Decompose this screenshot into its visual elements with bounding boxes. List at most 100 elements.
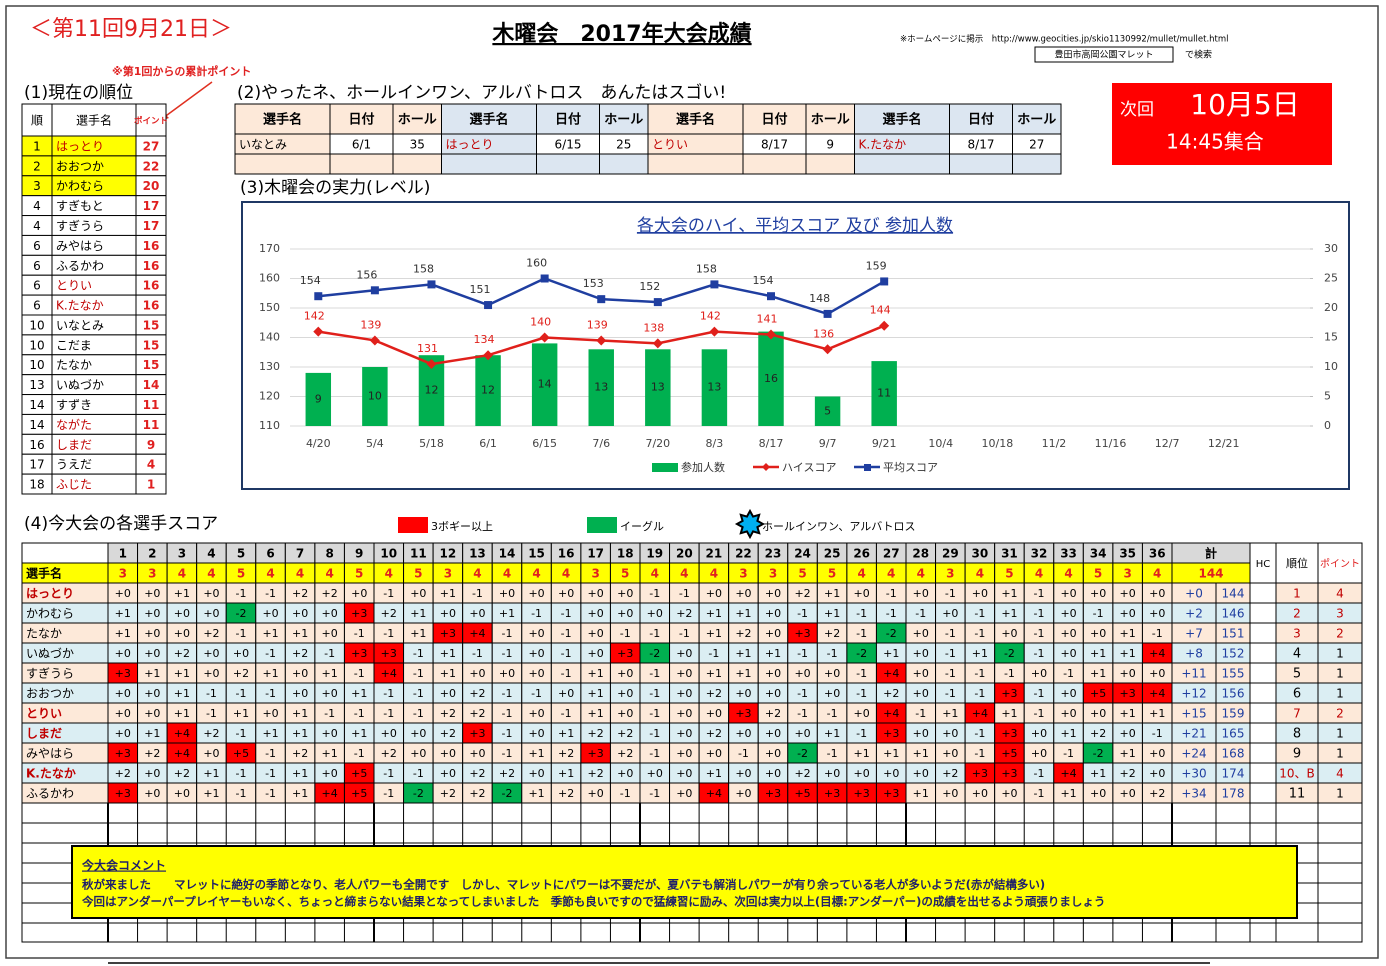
ranking-points: 16 bbox=[143, 259, 160, 273]
hole-score: -1 bbox=[354, 747, 365, 760]
hole-score: +0 bbox=[440, 687, 456, 700]
hc-bg bbox=[1249, 762, 1277, 784]
hole-score: -1 bbox=[413, 687, 424, 700]
hole-score: +0 bbox=[617, 667, 633, 680]
ranking-name: おおつか bbox=[56, 159, 104, 173]
hole-score: -1 bbox=[1034, 587, 1045, 600]
marker bbox=[767, 292, 775, 301]
hole-score: +0 bbox=[115, 707, 131, 720]
player-name: しまだ bbox=[26, 727, 62, 741]
hole-score: -1 bbox=[561, 627, 572, 640]
empty-cell-bg bbox=[1215, 822, 1251, 844]
hole-score: +4 bbox=[469, 627, 485, 640]
holeinone-header: 選手名 bbox=[676, 112, 715, 128]
hole-score: +1 bbox=[174, 687, 190, 700]
hole-score: -1 bbox=[738, 747, 749, 760]
hole-score: -1 bbox=[856, 607, 867, 620]
hole-score: +0 bbox=[913, 627, 929, 640]
ranking-rank: 14 bbox=[29, 418, 44, 432]
hole-score: -1 bbox=[502, 647, 513, 660]
hole-score: +0 bbox=[794, 727, 810, 740]
par: 3 bbox=[444, 567, 452, 581]
hole-score: +0 bbox=[824, 687, 840, 700]
par-total: 144 bbox=[1198, 567, 1223, 581]
hole-score: +0 bbox=[262, 707, 278, 720]
empty-cell-bg bbox=[1317, 842, 1363, 864]
hole-score: +4 bbox=[381, 667, 397, 680]
hole-score: +0 bbox=[588, 787, 604, 800]
hole-score: +1 bbox=[1060, 727, 1076, 740]
hole-score: +1 bbox=[440, 647, 456, 660]
search-suffix: で検索 bbox=[1185, 49, 1212, 61]
hole-score: -2 bbox=[886, 627, 897, 640]
hole-score: +4 bbox=[706, 787, 722, 800]
hole-score: +0 bbox=[676, 667, 692, 680]
hole-score: +0 bbox=[676, 747, 692, 760]
hole-number: 34 bbox=[1090, 547, 1107, 561]
score-total: 146 bbox=[1222, 607, 1245, 621]
hole-score: +1 bbox=[262, 667, 278, 680]
marker bbox=[823, 309, 832, 318]
hole-score: -1 bbox=[383, 627, 394, 640]
legend-swatch bbox=[652, 463, 678, 472]
hole-score: -1 bbox=[915, 707, 926, 720]
hole-number: 24 bbox=[794, 547, 811, 561]
ranking-name: いなとみ bbox=[56, 318, 104, 332]
ranking-rank: 13 bbox=[29, 378, 44, 392]
hole-score: -1 bbox=[324, 707, 335, 720]
player-rank: 1 bbox=[1293, 587, 1301, 601]
hole-score: -1 bbox=[1034, 647, 1045, 660]
empty-cell-bg bbox=[1275, 922, 1319, 943]
hole-score: -1 bbox=[1004, 667, 1015, 680]
hole-score: +1 bbox=[824, 587, 840, 600]
empty-cell-bg bbox=[1171, 802, 1217, 824]
hole-score: +0 bbox=[292, 607, 308, 620]
y-tick-label: 170 bbox=[259, 242, 280, 255]
hole-score: +0 bbox=[174, 787, 190, 800]
hole-score: +0 bbox=[144, 607, 160, 620]
hole-score: -1 bbox=[945, 687, 956, 700]
hole-score: +0 bbox=[144, 587, 160, 600]
holeinone-header: 日付 bbox=[555, 112, 581, 128]
ranking-points: 15 bbox=[143, 358, 160, 372]
hole-score: +0 bbox=[1149, 767, 1165, 780]
hole-score: +1 bbox=[588, 687, 604, 700]
hole-score: +0 bbox=[735, 587, 751, 600]
hole-score: +0 bbox=[706, 587, 722, 600]
hole-score: +2 bbox=[381, 607, 397, 620]
score-total: 151 bbox=[1222, 627, 1245, 641]
bar bbox=[475, 355, 501, 426]
hole-score: +4 bbox=[883, 667, 899, 680]
legend-label: 3ボギー以上 bbox=[431, 520, 493, 533]
score-total: 156 bbox=[1222, 687, 1245, 701]
ranking-points: 27 bbox=[143, 139, 160, 153]
player-rank: 5 bbox=[1293, 667, 1301, 682]
ranking-name: かわむら bbox=[56, 179, 104, 193]
hole-score: +1 bbox=[824, 727, 840, 740]
hole-score: -1 bbox=[472, 647, 483, 660]
hole-score: +0 bbox=[942, 727, 958, 740]
hole-score: +1 bbox=[410, 607, 426, 620]
hole-score: -1 bbox=[649, 727, 660, 740]
hole-score: +0 bbox=[735, 727, 751, 740]
x-tick-label: 6/15 bbox=[532, 437, 557, 450]
hole-score: +2 bbox=[617, 727, 633, 740]
ranking-rank: 10 bbox=[29, 338, 44, 352]
hole-score: +0 bbox=[203, 747, 219, 760]
hole-score: +1 bbox=[1001, 587, 1017, 600]
ranking-header: 順 bbox=[31, 114, 43, 128]
hole-score: +0 bbox=[144, 707, 160, 720]
hole-score: -1 bbox=[974, 607, 985, 620]
x-tick-label: 12/21 bbox=[1208, 437, 1240, 450]
hole-score: +0 bbox=[1031, 747, 1047, 760]
holeinone-header-bg bbox=[742, 103, 807, 135]
hole-score: +1 bbox=[174, 587, 190, 600]
player-rank: 8 bbox=[1293, 727, 1301, 742]
hole-score: -1 bbox=[383, 767, 394, 780]
hole-score: +1 bbox=[440, 587, 456, 600]
holeinone-header: ホール bbox=[1017, 113, 1056, 128]
hole-score: +2 bbox=[292, 747, 308, 760]
hole-score: -1 bbox=[502, 727, 513, 740]
hole-score: +0 bbox=[1149, 587, 1165, 600]
hole-number: 20 bbox=[676, 547, 693, 561]
